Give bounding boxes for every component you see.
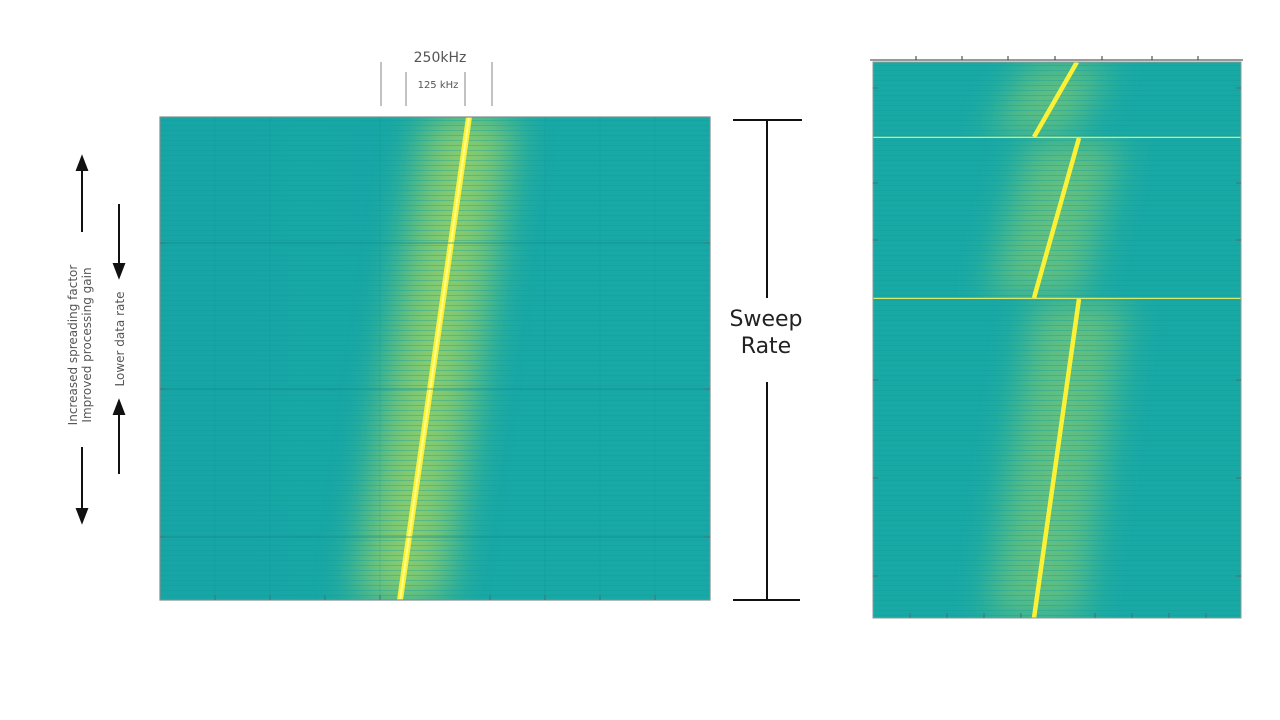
segment-3 (873, 299, 1241, 618)
spreading-factor-line: Increased spreading factor (66, 264, 80, 426)
spreading-factor-label: Increased spreading factor Improved proc… (66, 245, 94, 445)
processing-gain-line: Improved processing gain (80, 267, 94, 423)
main-spectrogram (159, 116, 711, 601)
segment-1 (873, 62, 1241, 137)
sweep-label-line1: Sweep (729, 307, 803, 332)
data-rate-line: Lower data rate (113, 291, 127, 387)
sweep-rate-label: Sweep Rate (718, 306, 814, 360)
segment-2 (873, 138, 1241, 298)
segment-2-chirp (1031, 138, 1082, 298)
segment-3-chirp (1031, 299, 1082, 618)
bandwidth-250khz-label: 250kHz (413, 50, 467, 66)
data-rate-label: Lower data rate (113, 279, 127, 399)
left-arrows (75, 154, 126, 525)
sweep-rate-bracket (733, 119, 802, 601)
sweep-label-line2: Rate (740, 334, 792, 359)
segment-1-chirp (1032, 62, 1079, 137)
segmented-spectrogram (870, 56, 1243, 619)
bandwidth-markers (380, 62, 493, 106)
bandwidth-125khz-label: 125 kHz (417, 80, 459, 91)
